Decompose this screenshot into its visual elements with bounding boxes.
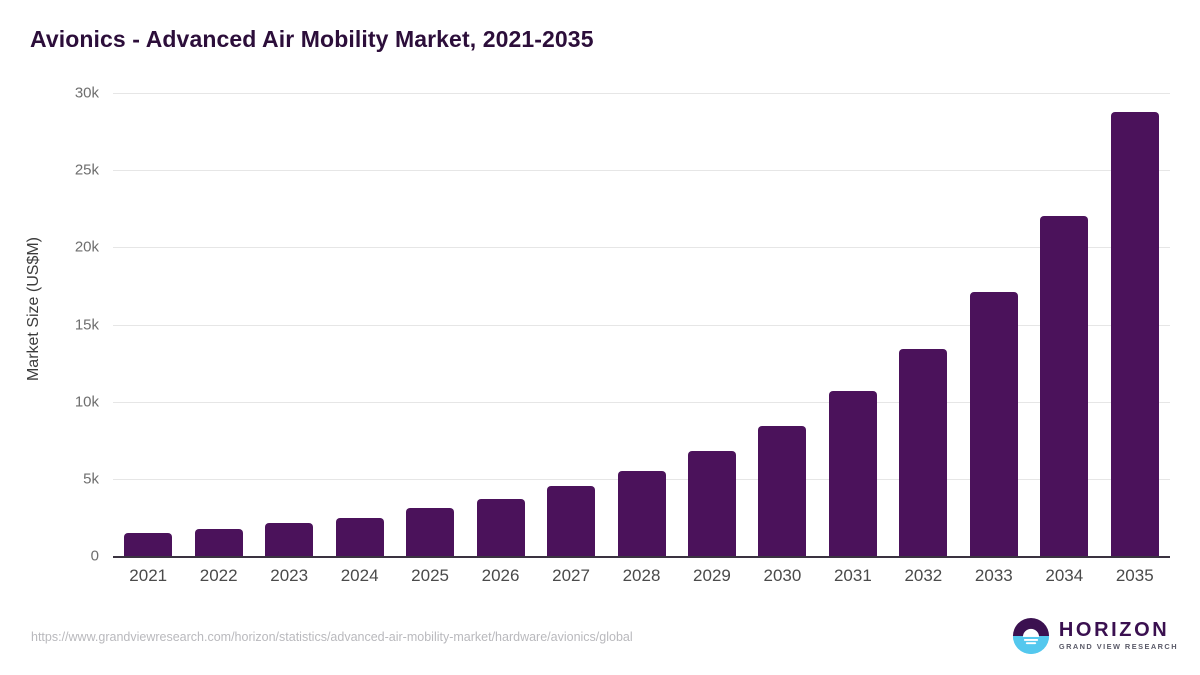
x-tick-label-2031: 2031 bbox=[833, 566, 872, 585]
x-tick-label-2025: 2025 bbox=[411, 566, 450, 585]
gridline bbox=[113, 93, 1170, 94]
bar-2025[interactable] bbox=[406, 508, 455, 556]
gridline bbox=[113, 324, 1170, 326]
bar-2028[interactable] bbox=[617, 470, 666, 556]
y-tick-label: 15k bbox=[74, 316, 99, 333]
gridline bbox=[113, 401, 1170, 403]
x-tick-label-2030: 2030 bbox=[763, 566, 802, 585]
x-axis-tick-labels: 2021 2022 2023 2024 2025 2026 2027 2028 2029 2030… bbox=[113, 566, 1170, 600]
y-tick-label: 0 bbox=[90, 547, 99, 565]
logo-text: HORIZON GRAND VIEW RESEARCH bbox=[1059, 620, 1178, 652]
plot-area bbox=[113, 93, 1170, 556]
bar-2034[interactable] bbox=[1040, 216, 1089, 556]
y-axis-tick-labels: 0 5k 10k 15k 20k 25k 30k bbox=[0, 0, 99, 675]
horizon-logo-icon bbox=[1012, 617, 1049, 655]
x-tick-label-2029: 2029 bbox=[693, 566, 731, 585]
x-tick-label-2021: 2021 bbox=[129, 566, 168, 585]
y-tick-label: 10k bbox=[74, 393, 99, 411]
bar-2022[interactable] bbox=[194, 529, 243, 556]
gridline bbox=[113, 170, 1170, 172]
x-tick-label-2033: 2033 bbox=[974, 566, 1013, 585]
x-tick-label-2026: 2026 bbox=[481, 566, 520, 585]
y-tick-label: 20k bbox=[74, 238, 99, 256]
x-tick-label-2028: 2028 bbox=[622, 566, 661, 585]
x-tick-label-2032: 2032 bbox=[904, 566, 943, 585]
x-axis-line bbox=[113, 556, 1170, 558]
x-tick-label-2024: 2024 bbox=[340, 566, 379, 585]
brand-logo[interactable]: HORIZON GRAND VIEW RESEARCH bbox=[1012, 617, 1178, 655]
page-title: Avionics - Advanced Air Mobility Market,… bbox=[30, 26, 594, 52]
x-tick-label-2034: 2034 bbox=[1045, 566, 1084, 585]
bar-2021[interactable] bbox=[124, 533, 173, 556]
y-tick-label: 30k bbox=[74, 84, 99, 102]
bar-2032[interactable] bbox=[899, 348, 948, 556]
x-tick-label-2022: 2022 bbox=[199, 566, 238, 585]
x-tick-label-2023: 2023 bbox=[270, 566, 309, 585]
bar-2026[interactable] bbox=[476, 498, 525, 556]
logo-wordmark: HORIZON bbox=[1058, 619, 1170, 642]
y-tick-label: 5k bbox=[83, 470, 99, 488]
logo-tagline: GRAND VIEW RESEARCH bbox=[1058, 642, 1178, 652]
bar-2035[interactable] bbox=[1110, 111, 1159, 556]
bar-2030[interactable] bbox=[758, 425, 807, 556]
bar-2027[interactable] bbox=[547, 486, 596, 556]
x-tick-label-2027: 2027 bbox=[552, 566, 590, 585]
bar-2031[interactable] bbox=[828, 391, 877, 556]
bar-2033[interactable] bbox=[969, 292, 1018, 556]
x-tick-label-2035: 2035 bbox=[1115, 566, 1154, 585]
y-tick-label: 25k bbox=[74, 161, 99, 179]
bar-2029[interactable] bbox=[687, 451, 736, 556]
bar-2023[interactable] bbox=[265, 522, 314, 556]
source-url[interactable]: https://www.grandviewresearch.com/horizo… bbox=[31, 630, 633, 644]
bar-2024[interactable] bbox=[335, 517, 384, 556]
gridline bbox=[113, 247, 1170, 249]
